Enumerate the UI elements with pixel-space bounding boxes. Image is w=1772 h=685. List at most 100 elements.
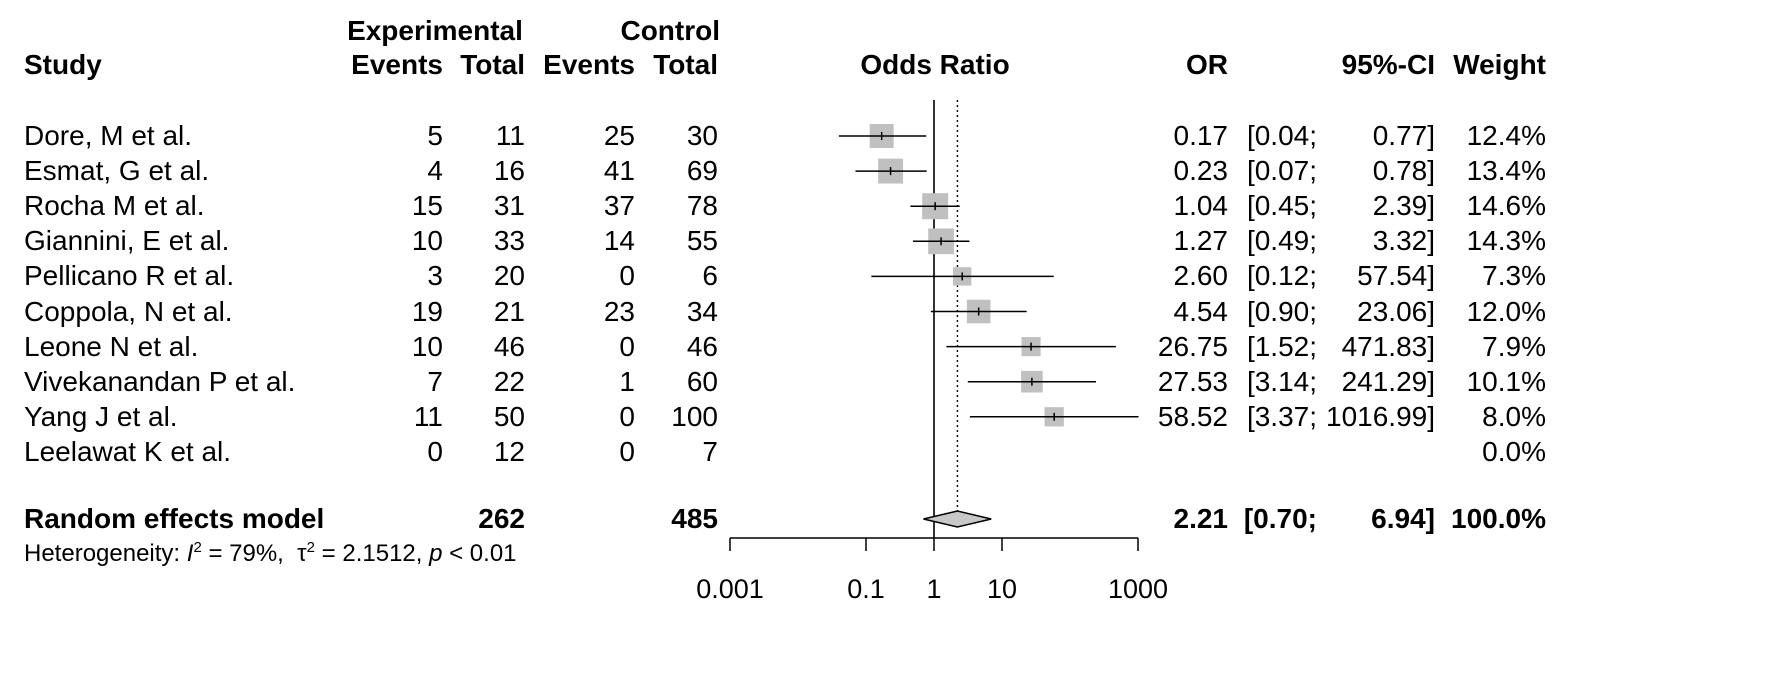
summary-diamond <box>923 510 992 528</box>
study-name: Vivekanandan P et al. <box>24 365 296 397</box>
ctrl-events: 14 <box>603 225 635 257</box>
study-name: Dore, M et al. <box>24 120 193 151</box>
ctrl-total: 60 <box>686 365 718 397</box>
ctrl-events: 0 <box>619 400 635 432</box>
study-name: Esmat, G et al. <box>24 155 210 187</box>
x-tick-label: 0.1 <box>847 574 885 604</box>
x-tick-label: 1000 <box>1108 574 1168 604</box>
study-name: Giannini, E et al. <box>24 225 230 257</box>
weight-value: 14.6% <box>1466 190 1546 222</box>
heterogeneity-text: Heterogeneity: I2 = 79%, τ2 = 2.1512, p … <box>24 539 517 567</box>
exp-events: 3 <box>427 260 443 292</box>
or-value: 58.52 <box>1157 400 1228 432</box>
study-name: Coppola, N et al. <box>24 295 233 327</box>
ctrl-total: 100 <box>671 400 718 432</box>
ci-lower: [0.90; <box>1246 295 1317 327</box>
weight-value: 13.4% <box>1466 155 1546 187</box>
study-name: Pellicano R et al. <box>24 260 235 292</box>
ctrl-total: 7 <box>702 435 718 467</box>
header-study: Study <box>24 49 102 80</box>
ci-upper: 241.29] <box>1341 365 1435 397</box>
or-value: 1.27 <box>1173 225 1229 257</box>
ctrl-total: 6 <box>702 260 718 292</box>
or-value: 0.23 <box>1173 155 1229 187</box>
study-name: Leelawat K et al. <box>24 435 232 467</box>
exp-total: 16 <box>493 155 525 187</box>
ci-upper: 471.83] <box>1341 330 1435 362</box>
ctrl-total: 46 <box>686 330 718 362</box>
ctrl-total: 34 <box>686 295 718 327</box>
exp-total: 11 <box>495 120 525 151</box>
weight-value: 10.1% <box>1466 365 1546 397</box>
x-tick-label: 1 <box>926 574 941 604</box>
weight-value: 12.4% <box>1466 120 1546 151</box>
weight-value: 8.0% <box>1482 400 1546 432</box>
ci-lower: [3.37; <box>1246 400 1317 432</box>
ci-upper: 1016.99] <box>1326 400 1435 432</box>
exp-total: 20 <box>493 260 525 292</box>
or-value: 4.54 <box>1173 295 1229 327</box>
ctrl-total: 30 <box>686 120 718 151</box>
study-name: Rocha M et al. <box>24 190 205 222</box>
exp-events: 10 <box>411 330 443 362</box>
study-name: Leone N et al. <box>24 330 199 362</box>
weight-value: 7.9% <box>1482 330 1546 362</box>
header-weight: Weight <box>1453 49 1546 80</box>
header-ctrl-total: Total <box>653 49 718 80</box>
ci-upper: 57.54] <box>1357 260 1435 292</box>
header-control: Control <box>620 15 720 46</box>
ci-lower: [0.07; <box>1246 155 1317 187</box>
exp-events: 7 <box>427 365 443 397</box>
x-tick-label: 10 <box>987 574 1017 604</box>
header-exp-total: Total <box>460 49 525 80</box>
ctrl-events: 37 <box>603 190 635 222</box>
or-value: 26.75 <box>1157 330 1228 362</box>
ctrl-events: 0 <box>619 260 635 292</box>
summary-label: Random effects model <box>24 503 325 534</box>
weight-value: 0.0% <box>1482 435 1546 467</box>
ci-lower: [0.45; <box>1246 190 1317 222</box>
header-ci: 95%-CI <box>1341 49 1435 80</box>
exp-events: 19 <box>411 295 443 327</box>
header-exp-events: Events <box>351 49 443 80</box>
summary-ci-hi: 6.94] <box>1371 503 1435 534</box>
exp-total: 50 <box>493 400 525 432</box>
ctrl-events: 0 <box>619 435 635 467</box>
or-value: 0.17 <box>1173 120 1229 151</box>
ci-upper: 3.32] <box>1372 225 1435 257</box>
or-value: 1.04 <box>1173 190 1229 222</box>
ci-upper: 0.78] <box>1372 155 1435 187</box>
exp-total: 22 <box>493 365 525 397</box>
study-name: Yang J et al. <box>24 400 178 432</box>
ctrl-events: 0 <box>619 330 635 362</box>
ci-lower: [0.49; <box>1246 225 1317 257</box>
exp-events: 15 <box>411 190 443 222</box>
ctrl-events: 1 <box>619 365 635 397</box>
x-tick-label: 0.001 <box>696 574 764 604</box>
ci-lower: [3.14; <box>1246 365 1317 397</box>
exp-events: 5 <box>427 120 443 151</box>
ci-upper: 23.06] <box>1357 295 1435 327</box>
ctrl-total: 55 <box>686 225 718 257</box>
weight-value: 7.3% <box>1482 260 1546 292</box>
or-value: 27.53 <box>1157 365 1228 397</box>
ci-lower: [0.12; <box>1246 260 1317 292</box>
weight-value: 14.3% <box>1466 225 1546 257</box>
exp-total: 33 <box>493 225 525 257</box>
summary-ci-lo: [0.70; <box>1243 503 1317 534</box>
header-experimental: Experimental <box>347 15 523 46</box>
summary-exp-total: 262 <box>478 503 525 534</box>
exp-total: 46 <box>493 330 525 362</box>
summary-or: 2.21 <box>1173 503 1229 534</box>
exp-events: 4 <box>427 155 443 187</box>
summary-ctrl-total: 485 <box>671 503 718 534</box>
ctrl-total: 78 <box>686 190 718 222</box>
exp-events: 0 <box>427 435 443 467</box>
ci-upper: 0.77] <box>1372 120 1435 151</box>
ci-upper: 2.39] <box>1372 190 1435 222</box>
ctrl-events: 23 <box>603 295 635 327</box>
exp-events: 10 <box>411 225 443 257</box>
exp-total: 12 <box>493 435 525 467</box>
summary-weight: 100.0% <box>1451 503 1546 534</box>
